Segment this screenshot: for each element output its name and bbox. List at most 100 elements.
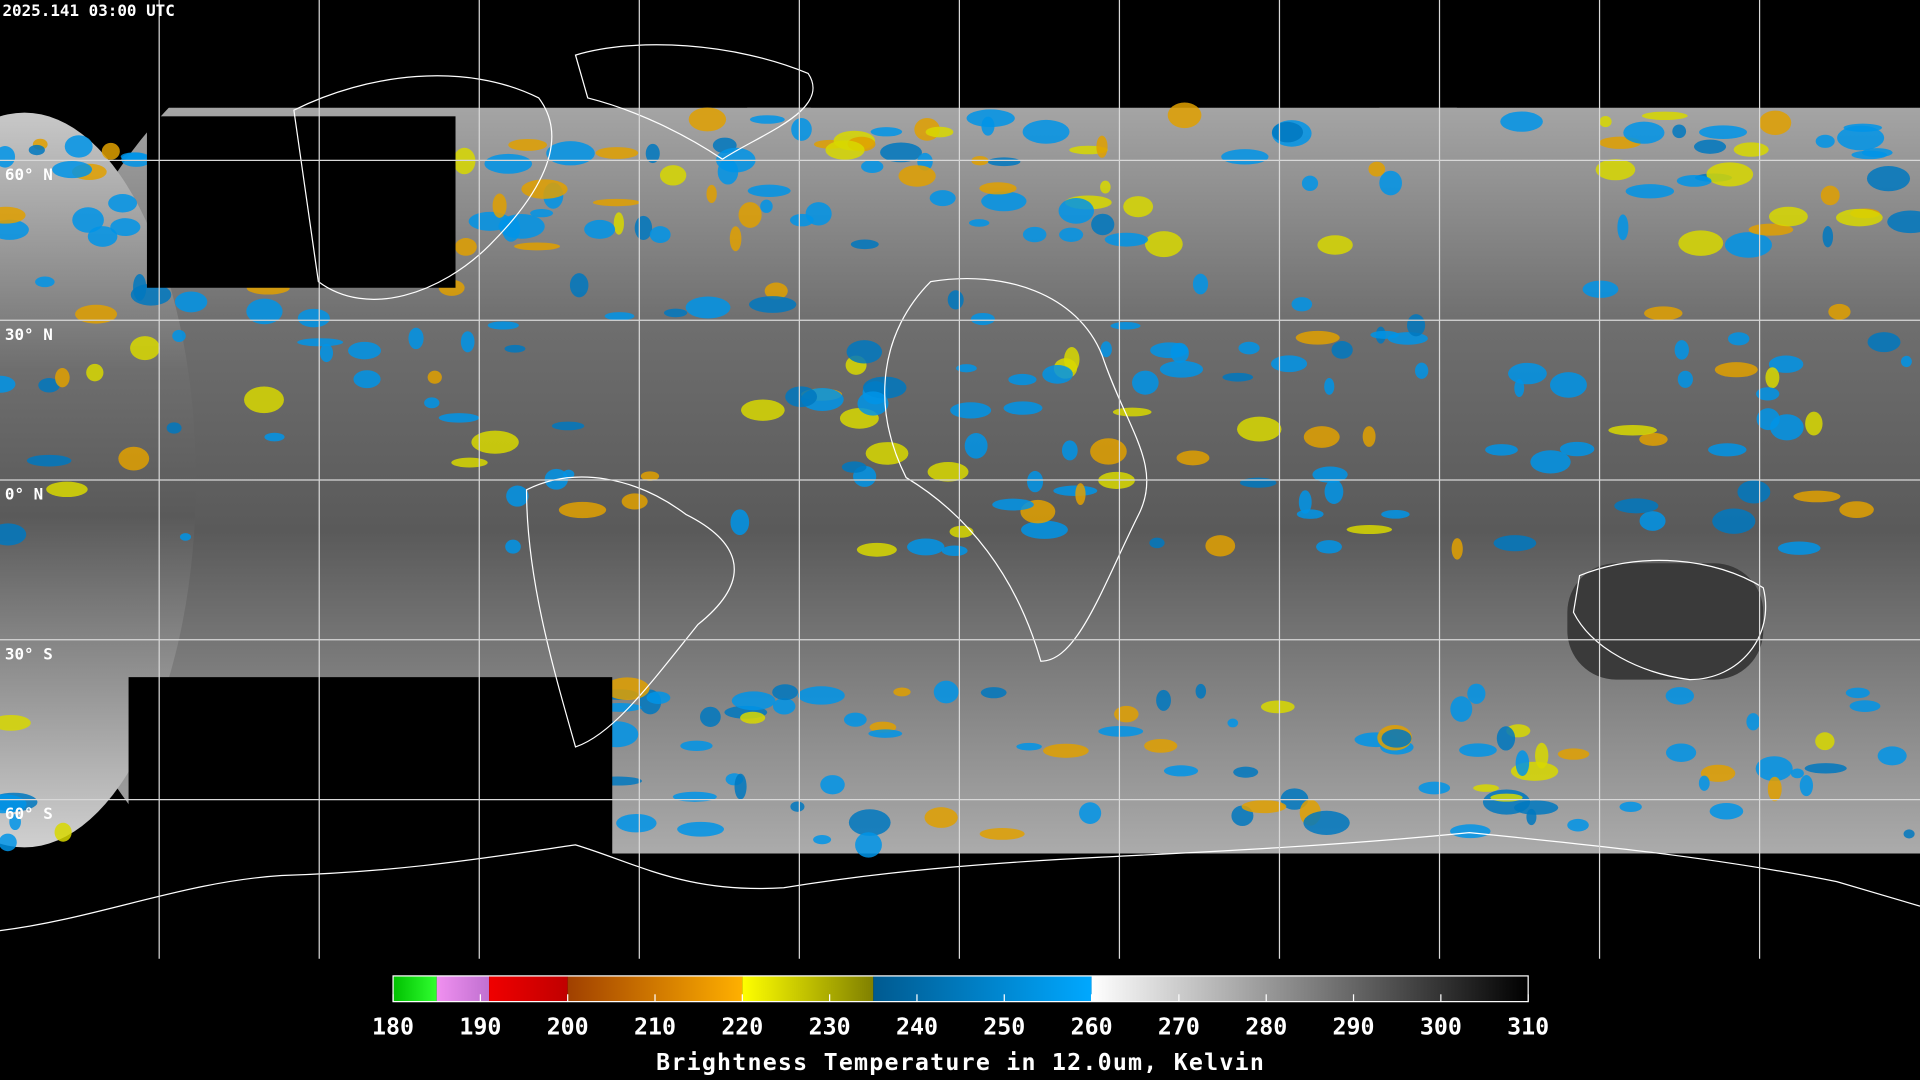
cloud-blob: [924, 807, 958, 828]
colorbar-tick-label: 250: [983, 1014, 1025, 1041]
no-data: [128, 677, 613, 959]
cloud-blob: [1799, 775, 1814, 797]
cloud-blob: [925, 126, 954, 138]
cloud-blob: [1677, 370, 1693, 388]
cloud-blob: [729, 226, 742, 252]
cloud-blob: [348, 341, 381, 360]
cloud-blob: [772, 684, 799, 701]
cloud-blob: [797, 686, 845, 705]
cloud-blob: [1641, 111, 1688, 121]
cloud-blob: [1003, 401, 1043, 415]
cloud-blob: [521, 179, 568, 199]
cloud-blob: [1867, 332, 1901, 353]
cloud-blob: [604, 312, 635, 321]
cloud-blob: [1167, 102, 1202, 129]
cloud-blob: [1678, 230, 1724, 256]
cloud-blob: [1100, 341, 1112, 358]
cloud-blob: [1221, 149, 1269, 165]
cloud-blob: [1467, 683, 1486, 704]
colorbar-tick-label: 280: [1245, 1014, 1287, 1041]
cloud-blob: [1550, 372, 1587, 398]
cloud-blob: [1490, 793, 1523, 802]
colorbar-tick-label: 220: [721, 1014, 763, 1041]
cloud-blob: [1828, 303, 1851, 320]
cloud-blob: [645, 143, 660, 164]
cloud-blob: [1075, 483, 1086, 506]
cloud-blob: [785, 386, 818, 408]
cloud-blob: [1237, 416, 1282, 442]
cloud-blob: [1163, 765, 1199, 777]
cloud-blob: [843, 712, 867, 727]
cloud-blob: [861, 160, 884, 174]
cloud-blob: [748, 296, 797, 313]
cloud-blob: [1064, 347, 1080, 373]
cloud-blob: [1714, 362, 1758, 378]
no-data: [146, 116, 456, 288]
cloud-blob: [980, 687, 1007, 699]
cloud-blob: [947, 290, 964, 310]
cloud-blob: [1849, 700, 1881, 712]
cloud-blob: [1608, 424, 1657, 436]
colorbar-segment: [393, 975, 437, 1002]
cloud-blob: [454, 238, 477, 256]
cloud-blob: [451, 457, 488, 468]
cloud-blob: [1473, 784, 1499, 792]
cloud-blob: [640, 471, 660, 481]
cloud-blob: [1016, 742, 1042, 751]
cloud-blob: [179, 533, 192, 541]
cloud-blob: [1700, 764, 1736, 782]
cloud-blob: [504, 344, 526, 353]
cloud-blob: [1777, 541, 1821, 555]
cloud-blob: [72, 207, 104, 233]
cloud-blob: [55, 368, 70, 388]
cloud-blob: [1091, 213, 1115, 236]
cloud-blob: [487, 321, 519, 330]
colorbar-tick-label: 310: [1507, 1014, 1549, 1041]
cloud-blob: [35, 276, 55, 288]
cloud-blob: [791, 118, 812, 141]
cloud-blob: [1845, 687, 1870, 699]
cloud-blob: [1110, 322, 1141, 330]
cloud-blob: [1815, 134, 1835, 148]
cloud-blob: [1104, 232, 1149, 247]
cloud-blob: [1303, 810, 1350, 835]
cloud-blob: [1043, 743, 1089, 758]
cloud-blob: [1241, 800, 1287, 814]
cloud-blob: [1296, 509, 1324, 519]
cloud-blob: [1595, 159, 1636, 181]
cloud-blob: [1756, 387, 1780, 401]
cloud-blob: [1123, 196, 1154, 218]
cloud-blob: [1727, 332, 1750, 346]
cloud-blob: [677, 821, 724, 837]
cloud-blob: [1665, 743, 1697, 762]
coastline: [525, 476, 735, 748]
cloud-blob: [595, 147, 639, 159]
cloud-blob: [1724, 232, 1772, 258]
cloud-blob: [508, 138, 548, 151]
cloud-blob: [0, 375, 16, 393]
cloud-blob: [1639, 432, 1668, 446]
cloud-blob: [1903, 829, 1915, 839]
cloud-blob: [706, 184, 717, 204]
cloud-blob: [907, 538, 945, 556]
colorbar-tick-label: 270: [1158, 1014, 1200, 1041]
cloud-blob: [850, 239, 879, 250]
cloud-blob: [1708, 443, 1747, 457]
cloud-blob: [174, 291, 208, 313]
cloud-blob: [244, 386, 284, 414]
cloud-blob: [964, 433, 988, 459]
cloud-blob: [1098, 725, 1144, 737]
cloud-blob: [929, 190, 956, 207]
cloud-blob: [1205, 535, 1236, 557]
cloud-blob: [927, 462, 969, 482]
cloud-blob: [1623, 121, 1665, 144]
cloud-blob: [1805, 411, 1823, 436]
coastline: [0, 832, 1920, 932]
cloud-blob: [790, 801, 805, 812]
cloud-blob: [1513, 800, 1559, 815]
cloud-blob: [1407, 314, 1426, 337]
cloud-blob: [1793, 490, 1841, 503]
cloud-blob: [1059, 227, 1084, 242]
cloud-blob: [1061, 440, 1078, 461]
cloud-blob: [130, 336, 160, 361]
